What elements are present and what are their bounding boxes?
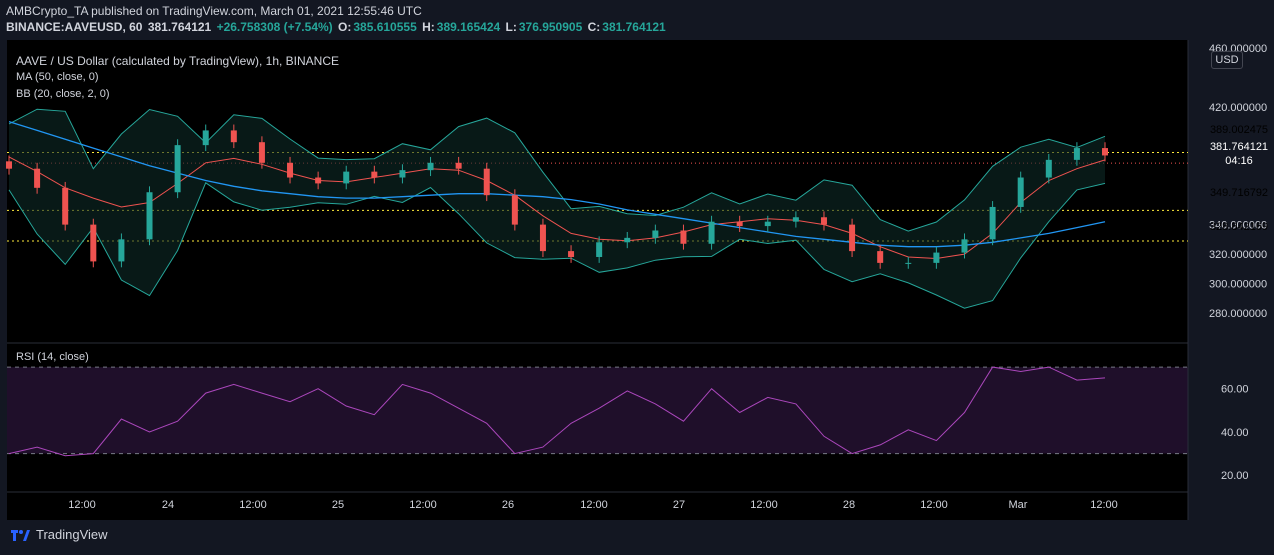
candle-body — [764, 221, 771, 227]
ma-line — [8, 120, 1106, 248]
candle-body — [680, 230, 687, 244]
candle-body — [174, 145, 181, 193]
candle-body — [877, 251, 884, 263]
price-tag-countdown: 04:16 — [1225, 155, 1253, 167]
candle-body — [961, 239, 968, 253]
candle-body — [6, 161, 12, 169]
bb-basis-line — [8, 156, 1106, 260]
candle-body — [343, 171, 350, 184]
candle-body — [258, 142, 265, 163]
time-tick-label: 27 — [673, 499, 685, 511]
high-label: H: — [422, 20, 435, 34]
time-tick-label: 12:00 — [920, 499, 948, 511]
price-tick-label: 280.000000 — [1209, 308, 1267, 320]
close-label: C: — [587, 20, 601, 34]
last-price: 381.764121 — [147, 20, 212, 34]
legend-title: AAVE / US Dollar (calculated by TradingV… — [16, 54, 340, 68]
time-tick-label: Mar — [1009, 499, 1028, 511]
candle-body — [1102, 148, 1108, 156]
candle-body — [146, 192, 153, 240]
rsi-band — [7, 367, 1188, 454]
time-tick-label: 12:00 — [68, 499, 96, 511]
close-value: 381.764121 — [602, 20, 666, 34]
rsi-tick-label: 60.00 — [1221, 384, 1249, 396]
price-tag-level-1: 389.002475 — [1209, 124, 1269, 136]
candle-body — [736, 221, 743, 227]
change-value: +26.758308 (+7.54%) — [216, 20, 333, 34]
price-tick-label: 300.000000 — [1209, 278, 1267, 290]
low-label: L: — [505, 20, 517, 34]
candle-body — [1045, 159, 1052, 178]
price-tick-label: 420.000000 — [1209, 102, 1267, 114]
candle-body — [511, 195, 518, 225]
time-tick-label: 12:00 — [239, 499, 267, 511]
candle-body — [568, 251, 575, 257]
price-tick-label: 340.000000 — [1209, 220, 1267, 232]
price-tag-level-3: 328.842169 — [1209, 221, 1269, 233]
candle-body — [230, 130, 237, 143]
candle-body — [118, 239, 125, 262]
ohlc-line: BINANCE:AAVEUSD, 60 381.764121 +26.75830… — [6, 19, 668, 35]
candle-body — [596, 242, 603, 257]
candle-body — [315, 177, 322, 184]
legend-ma[interactable]: MA (50, close, 0) — [16, 71, 99, 83]
footer-brand[interactable]: TradingView — [10, 527, 108, 542]
candle-body — [483, 168, 490, 196]
candle-body — [1017, 177, 1024, 207]
currency-button[interactable]: USD — [1211, 51, 1243, 69]
candle-body — [90, 224, 97, 262]
candle-body — [399, 170, 406, 178]
price-tag-last: 381.764121 — [1209, 141, 1269, 153]
candle-body — [792, 217, 799, 222]
candle-body — [287, 162, 294, 178]
bb-lower-line — [8, 182, 1106, 309]
time-tick-label: 26 — [502, 499, 514, 511]
candle-body — [905, 262, 912, 264]
symbol-label: BINANCE:AAVEUSD, 60 — [6, 20, 143, 34]
time-tick-label: 25 — [332, 499, 344, 511]
brand-label: TradingView — [36, 527, 108, 542]
bb-upper-line — [8, 108, 1106, 232]
chart-header: AMBCrypto_TA published on TradingView.co… — [6, 3, 668, 35]
candle-body — [624, 237, 631, 243]
high-value: 389.165424 — [436, 20, 501, 34]
price-tick-label: 320.000000 — [1209, 249, 1267, 261]
time-tick-label: 12:00 — [750, 499, 778, 511]
candle-body — [652, 230, 659, 238]
candle-body — [933, 252, 940, 263]
open-label: O: — [338, 20, 352, 34]
rsi-line — [8, 366, 1106, 457]
rsi-tick-label: 40.00 — [1221, 427, 1249, 439]
legend-rsi[interactable]: RSI (14, close) — [16, 351, 89, 363]
candle-body — [455, 162, 462, 169]
candle-body — [820, 217, 827, 225]
candle-body — [539, 224, 546, 252]
candle-body — [708, 221, 715, 244]
time-tick-label: 12:00 — [1090, 499, 1118, 511]
candle-body — [371, 171, 378, 178]
candle-body — [1073, 148, 1080, 160]
price-tag-level-2: 349.716792 — [1209, 187, 1269, 199]
time-tick-label: 12:00 — [409, 499, 437, 511]
rsi-tick-label: 20.00 — [1221, 470, 1249, 482]
low-value: 376.950905 — [518, 20, 583, 34]
time-tick-label: 24 — [162, 499, 174, 511]
candle-body — [989, 206, 996, 240]
publisher-line: AMBCrypto_TA published on TradingView.co… — [6, 4, 422, 18]
candle-body — [202, 130, 209, 146]
bb-fill — [9, 109, 1105, 309]
candle-body — [427, 162, 434, 171]
time-tick-label: 12:00 — [580, 499, 608, 511]
open-value: 385.610555 — [353, 20, 417, 34]
candle-body — [849, 224, 856, 252]
time-tick-label: 28 — [843, 499, 855, 511]
candle-body — [62, 187, 69, 225]
candle-body — [34, 168, 41, 188]
tradingview-logo-icon — [11, 529, 30, 541]
legend-bb[interactable]: BB (20, close, 2, 0) — [16, 88, 110, 100]
